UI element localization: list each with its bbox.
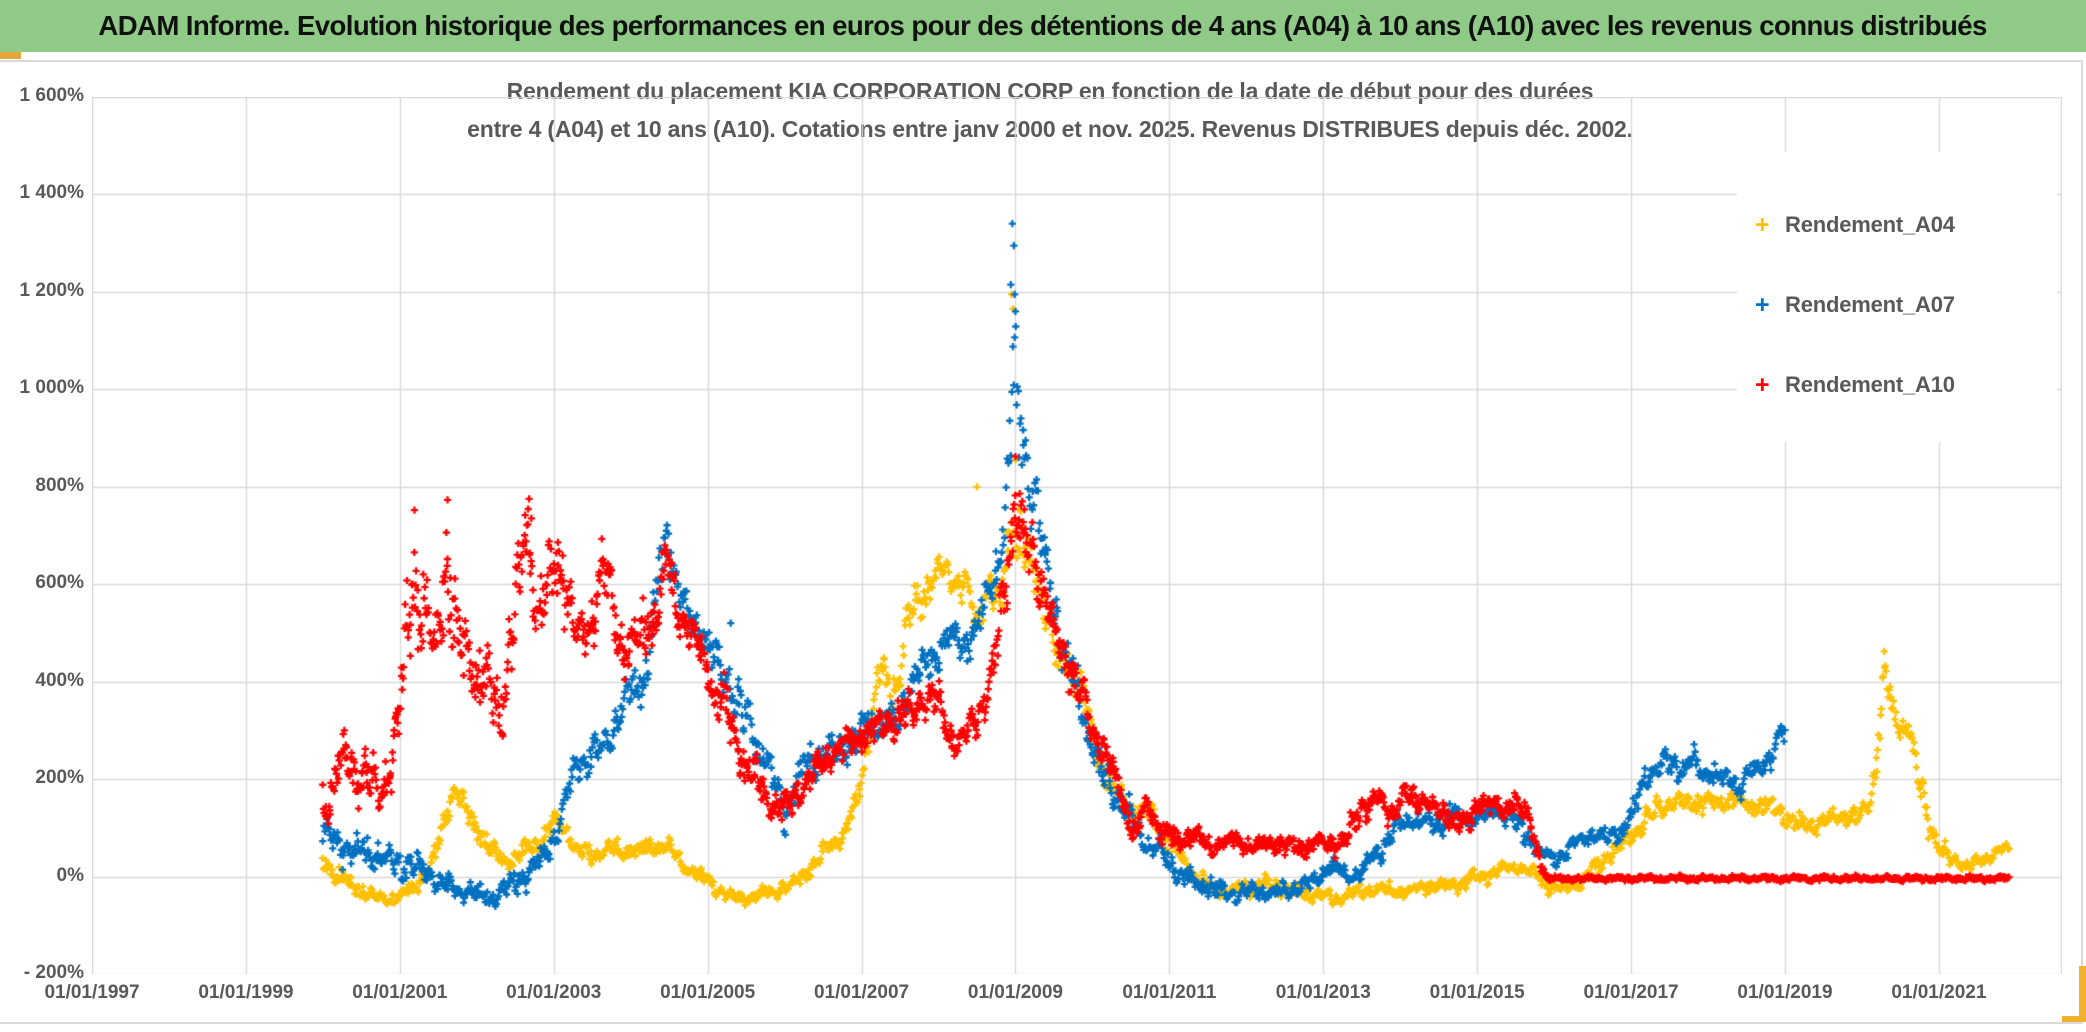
x-axis-label: 01/01/2017 — [1583, 982, 1679, 1003]
page-title: ADAM Informe. Evolution historique des p… — [98, 10, 1988, 41]
legend-item-rendement_a07: + Rendement_A07 — [1755, 290, 1955, 320]
plus-marker-icon: + — [1755, 291, 1770, 319]
x-axis-label: 01/01/2009 — [967, 982, 1063, 1003]
y-axis-label: 1 600% — [19, 85, 84, 106]
x-axis-label: 01/01/2003 — [506, 982, 602, 1003]
x-axis-label: 01/01/2015 — [1429, 982, 1525, 1003]
legend-item-label: Rendement_A10 — [1785, 372, 1955, 397]
y-axis-label: - 200% — [23, 962, 84, 983]
plus-marker-icon: + — [1755, 211, 1770, 239]
y-axis-label: 200% — [35, 767, 84, 789]
y-axis-label: 800% — [35, 474, 84, 496]
x-axis-label: 01/01/2013 — [1275, 982, 1371, 1003]
x-axis-label: 01/01/1997 — [44, 982, 140, 1003]
y-axis-label: 600% — [35, 572, 84, 594]
y-axis-label: 400% — [35, 669, 84, 691]
y-axis-label: 0% — [56, 864, 84, 886]
x-axis-label: 01/01/2021 — [1891, 982, 1987, 1003]
legend-item-label: Rendement_A07 — [1785, 292, 1955, 317]
accent-top-left — [0, 52, 21, 59]
accent-bottom-right-horizontal — [2062, 1016, 2086, 1022]
plot-canvas — [92, 97, 2062, 974]
y-axis-label: 1 400% — [19, 182, 84, 204]
accent-bottom-right-vertical — [2079, 966, 2086, 1022]
legend-item-rendement_a04: + Rendement_A04 — [1755, 210, 1955, 240]
y-axis-label: 1 200% — [19, 279, 84, 301]
y-axis-label: 1 000% — [19, 377, 84, 399]
legend: + Rendement_A04 + Rendement_A07 + Rendement_A… — [1737, 152, 2057, 442]
chart-region: Rendement du placement KIA CORPORATION C… — [0, 60, 2083, 1024]
x-axis-label: 01/01/2005 — [660, 982, 756, 1003]
header-bar: ADAM Informe. Evolution historique des p… — [0, 0, 2086, 52]
x-axis-label: 01/01/2001 — [352, 982, 448, 1003]
legend-item-rendement_a10: + Rendement_A10 — [1755, 370, 1955, 400]
x-axis-label: 01/01/2007 — [813, 982, 910, 1003]
x-axis-label: 01/01/2011 — [1122, 982, 1217, 1003]
x-axis-label: 01/01/2019 — [1737, 982, 1833, 1003]
plus-marker-icon: + — [1755, 371, 1770, 399]
x-axis-label: 01/01/1999 — [198, 982, 294, 1003]
legend-item-label: Rendement_A04 — [1785, 212, 1955, 237]
